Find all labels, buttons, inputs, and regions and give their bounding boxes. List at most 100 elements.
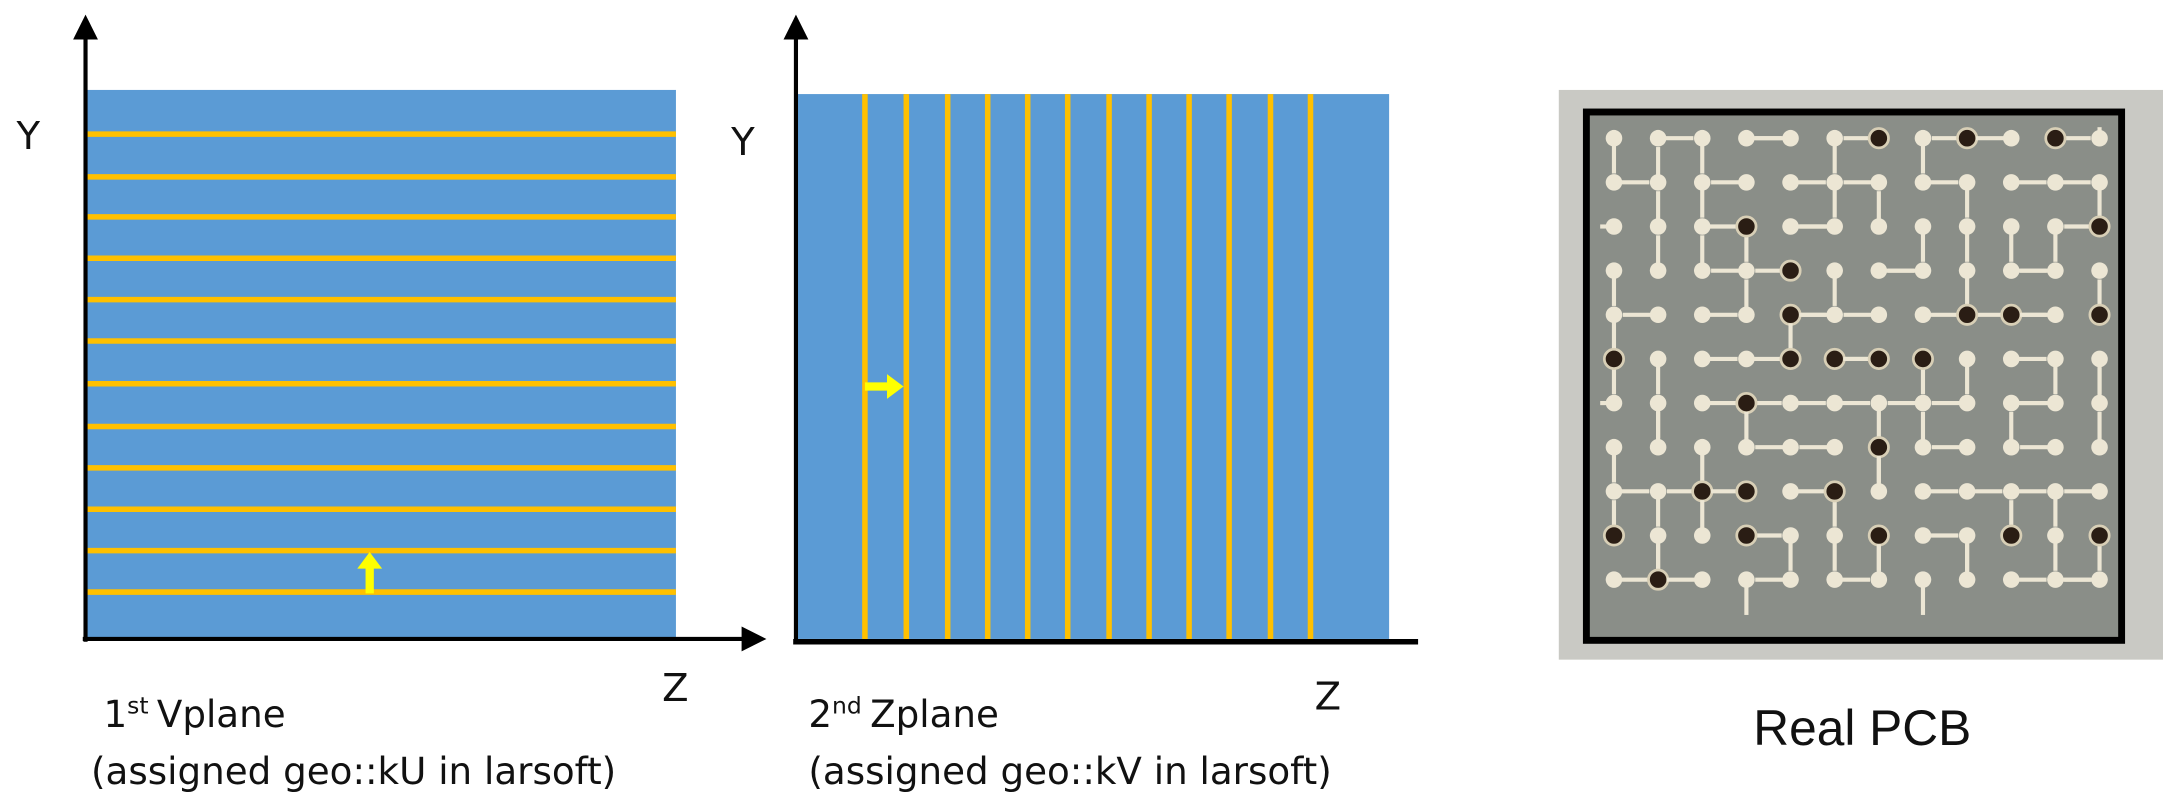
- via: [1823, 480, 1846, 503]
- pad: [1693, 571, 1711, 588]
- pad: [1782, 174, 1799, 191]
- pad: [1782, 571, 1799, 588]
- pad: [1693, 306, 1711, 324]
- pad: [1693, 350, 1711, 368]
- pad: [1649, 394, 1667, 412]
- pad: [1605, 262, 1623, 279]
- pad: [2047, 262, 2064, 279]
- pad: [1693, 262, 1711, 279]
- pad: [1826, 218, 1843, 235]
- pad: [1649, 350, 1667, 368]
- plane-rect: [85, 89, 676, 638]
- pad: [1870, 483, 1888, 500]
- pad: [1958, 571, 1976, 588]
- pad: [2047, 483, 2064, 500]
- pad: [1826, 527, 1843, 544]
- zplane-panel: Y Z 2nd Zplane (assigned geo::kV in larso…: [730, 14, 1419, 793]
- via: [1779, 303, 1802, 326]
- pad: [2002, 262, 2020, 279]
- pad: [1958, 394, 1976, 412]
- pad: [2002, 350, 2020, 368]
- pad: [1914, 571, 1932, 588]
- via: [2000, 524, 2023, 547]
- vplane-panel: Y Z 1st Vplane (assigned geo::kU in larso…: [16, 14, 767, 793]
- pad: [1870, 306, 1888, 324]
- pad: [1914, 218, 1932, 235]
- plane-title: 1st Vplane: [103, 691, 285, 736]
- via: [1823, 347, 1846, 370]
- pad: [1870, 394, 1888, 412]
- pad: [1738, 306, 1755, 324]
- via: [1911, 347, 1935, 370]
- y-label: Y: [730, 120, 755, 165]
- pad: [1649, 527, 1667, 544]
- pad: [1605, 438, 1623, 456]
- via: [1779, 347, 1802, 370]
- pad: [2002, 174, 2020, 191]
- pad: [1693, 174, 1711, 191]
- pad: [1605, 129, 1623, 147]
- pad: [1914, 306, 1932, 324]
- pad: [1693, 218, 1711, 235]
- pad: [1826, 306, 1843, 324]
- pad: [2091, 262, 2108, 279]
- y-label: Y: [16, 114, 41, 159]
- pad: [1914, 394, 1932, 412]
- pad: [1693, 438, 1711, 456]
- pad: [1782, 438, 1799, 456]
- title-suffix: nd: [832, 691, 862, 719]
- pad: [1782, 394, 1799, 412]
- via: [2044, 127, 2067, 150]
- pad: [1958, 350, 1976, 368]
- via: [1735, 524, 1758, 547]
- pad: [1649, 218, 1667, 235]
- pad: [1914, 129, 1932, 147]
- pad: [1649, 129, 1667, 147]
- pad: [1649, 438, 1667, 456]
- pad: [1605, 218, 1623, 235]
- pad: [2091, 571, 2108, 588]
- pad: [1605, 306, 1623, 324]
- pad: [1958, 262, 1976, 279]
- pad: [1782, 129, 1799, 147]
- via: [1867, 436, 1890, 459]
- pad: [1605, 394, 1623, 412]
- pad: [1782, 483, 1799, 500]
- pad: [1693, 527, 1711, 544]
- z-label: Z: [1315, 674, 1341, 719]
- pad: [1649, 262, 1667, 279]
- via: [1602, 524, 1626, 547]
- pad: [1649, 174, 1667, 191]
- pad: [2002, 571, 2020, 588]
- via: [1647, 568, 1670, 591]
- pad: [1914, 483, 1932, 500]
- pad: [1870, 218, 1888, 235]
- pad: [2047, 350, 2064, 368]
- pad: [2047, 174, 2064, 191]
- pad: [1738, 571, 1755, 588]
- title-suffix: st: [127, 691, 148, 719]
- title-name: Zplane: [870, 692, 999, 736]
- pad: [1914, 174, 1932, 191]
- pad: [1605, 571, 1623, 588]
- pad: [2047, 306, 2064, 324]
- pad: [2091, 129, 2108, 147]
- pad: [1958, 483, 1976, 500]
- pad: [1914, 262, 1932, 279]
- pad: [2002, 483, 2020, 500]
- pad: [1870, 174, 1888, 191]
- pad: [1605, 483, 1623, 500]
- via: [1867, 347, 1890, 370]
- pad: [2047, 571, 2064, 588]
- pad: [1826, 129, 1843, 147]
- via: [1735, 215, 1758, 238]
- pad: [1693, 394, 1711, 412]
- pad: [2002, 438, 2020, 456]
- pad: [1826, 394, 1843, 412]
- pad: [2002, 129, 2020, 147]
- via: [1867, 127, 1890, 150]
- direction-arrow: [864, 374, 904, 399]
- pad: [1738, 262, 1755, 279]
- via: [1956, 127, 1979, 150]
